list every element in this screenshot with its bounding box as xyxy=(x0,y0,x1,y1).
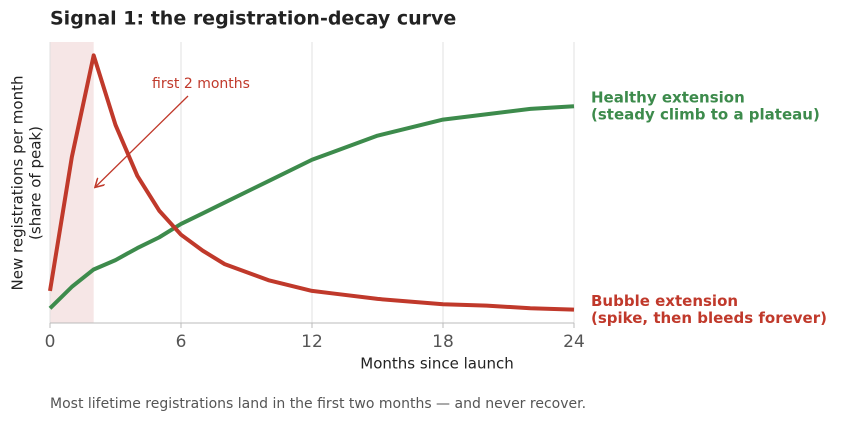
series-line xyxy=(48,104,575,310)
series-note: (spike, then bleeds forever) xyxy=(591,309,827,327)
x-tick-label: 6 xyxy=(176,332,187,352)
series-line xyxy=(48,53,575,312)
y-axis-label: New registrations per month xyxy=(9,76,27,291)
series-note: (steady climb to a plateau) xyxy=(591,106,820,124)
annotation-arrow xyxy=(96,95,189,187)
x-axis-label: Months since launch xyxy=(360,355,513,373)
y-axis-note: (share of peak) xyxy=(27,126,45,240)
chart-title: Signal 1: the registration-decay curve xyxy=(50,8,456,30)
x-tick-label: 24 xyxy=(563,332,585,352)
caption: Most lifetime registrations land in the … xyxy=(50,396,586,412)
annotation-text: first 2 months xyxy=(152,76,250,92)
x-tick-label: 18 xyxy=(432,332,454,352)
series-label: Healthy extension xyxy=(591,89,745,107)
x-tick-label: 0 xyxy=(45,332,56,352)
x-tick-label: 12 xyxy=(301,332,323,352)
series-label: Bubble extension xyxy=(591,292,738,310)
